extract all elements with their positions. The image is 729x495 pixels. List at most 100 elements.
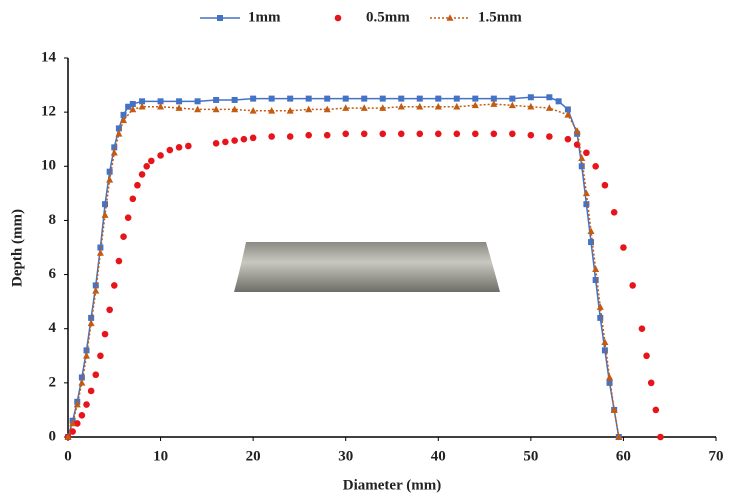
- circle-marker: [148, 158, 155, 165]
- square-marker: [454, 96, 460, 102]
- triangle-marker: [250, 107, 257, 114]
- circle-marker: [213, 140, 220, 147]
- x-tick-label: 70: [709, 448, 724, 464]
- y-tick-label: 14: [41, 49, 57, 65]
- circle-marker: [97, 352, 104, 359]
- square-marker: [195, 98, 201, 104]
- square-marker: [343, 96, 349, 102]
- circle-marker: [139, 171, 146, 178]
- x-tick-label: 50: [523, 448, 538, 464]
- circle-marker: [111, 282, 118, 289]
- circle-marker: [629, 282, 636, 289]
- triangle-marker: [509, 102, 516, 109]
- x-tick-label: 60: [616, 448, 631, 464]
- circle-marker: [176, 144, 183, 151]
- triangle-marker: [606, 374, 613, 381]
- square-marker: [250, 96, 256, 102]
- triangle-marker: [578, 154, 585, 161]
- circle-marker: [643, 352, 650, 359]
- x-tick-label: 30: [338, 448, 353, 464]
- circle-marker: [602, 182, 609, 189]
- circle-marker: [657, 434, 664, 441]
- square-marker: [361, 96, 367, 102]
- circle-marker: [335, 15, 342, 22]
- triangle-marker: [588, 227, 595, 234]
- circle-marker: [509, 131, 516, 138]
- y-tick-label: 10: [41, 158, 56, 174]
- square-marker: [528, 94, 534, 100]
- circle-marker: [79, 412, 86, 419]
- circle-marker: [120, 233, 127, 240]
- circle-marker: [130, 195, 137, 202]
- square-marker: [546, 94, 552, 100]
- square-marker: [287, 96, 293, 102]
- circle-marker: [231, 137, 238, 144]
- square-marker: [217, 15, 223, 21]
- circle-marker: [83, 401, 90, 408]
- y-tick-label: 0: [49, 428, 57, 444]
- circle-marker: [454, 131, 461, 138]
- circle-marker: [287, 133, 294, 140]
- circle-marker: [268, 133, 275, 140]
- circle-marker: [305, 132, 312, 139]
- y-tick-label: 8: [49, 212, 57, 228]
- square-marker: [556, 98, 562, 104]
- square-marker: [472, 96, 478, 102]
- square-marker: [324, 96, 330, 102]
- square-marker: [306, 96, 312, 102]
- circle-marker: [125, 214, 132, 221]
- circle-marker: [185, 143, 192, 150]
- circle-marker: [611, 209, 618, 216]
- square-marker: [269, 96, 275, 102]
- triangle-marker: [361, 104, 368, 111]
- square-marker: [176, 98, 182, 104]
- square-marker: [417, 96, 423, 102]
- circle-marker: [88, 388, 95, 395]
- square-marker: [588, 239, 594, 245]
- circle-marker: [592, 163, 599, 170]
- triangle-marker: [453, 103, 460, 110]
- x-tick-label: 0: [64, 448, 72, 464]
- specimen-photo: [234, 242, 500, 292]
- circle-marker: [528, 132, 535, 139]
- square-marker: [435, 96, 441, 102]
- circle-marker: [361, 131, 368, 138]
- circle-marker: [241, 136, 248, 143]
- circle-marker: [134, 182, 141, 189]
- circle-marker: [157, 152, 164, 159]
- x-tick-label: 40: [431, 448, 446, 464]
- triangle-marker: [597, 303, 604, 310]
- circle-marker: [491, 131, 498, 138]
- circle-marker: [324, 132, 331, 139]
- circle-marker: [435, 131, 442, 138]
- page: Diameter (mm) Depth (mm) 024681012140102…: [0, 0, 729, 495]
- y-tick-label: 2: [49, 374, 57, 390]
- circle-marker: [379, 131, 386, 138]
- y-tick-label: 4: [49, 320, 57, 336]
- triangle-marker: [583, 190, 590, 197]
- circle-marker: [472, 131, 479, 138]
- chart: Diameter (mm) Depth (mm) 024681012140102…: [0, 0, 729, 495]
- circle-marker: [92, 371, 99, 378]
- circle-marker: [565, 136, 572, 143]
- legend-label: 1mm: [248, 9, 281, 25]
- x-tick-label: 10: [153, 448, 168, 464]
- circle-marker: [583, 149, 590, 156]
- circle-marker: [106, 306, 113, 313]
- square-marker: [380, 96, 386, 102]
- triangle-marker: [601, 338, 608, 345]
- legend-label: 0.5mm: [366, 9, 410, 25]
- square-marker: [232, 97, 238, 103]
- circle-marker: [648, 380, 655, 387]
- x-tick-label: 20: [246, 448, 261, 464]
- circle-marker: [342, 131, 349, 138]
- square-marker: [509, 96, 515, 102]
- y-tick-label: 6: [49, 266, 57, 282]
- circle-marker: [620, 244, 627, 251]
- square-marker: [398, 96, 404, 102]
- circle-marker: [116, 258, 123, 265]
- circle-marker: [416, 131, 423, 138]
- square-marker: [579, 163, 585, 169]
- circle-marker: [102, 331, 109, 338]
- triangle-marker: [546, 104, 553, 111]
